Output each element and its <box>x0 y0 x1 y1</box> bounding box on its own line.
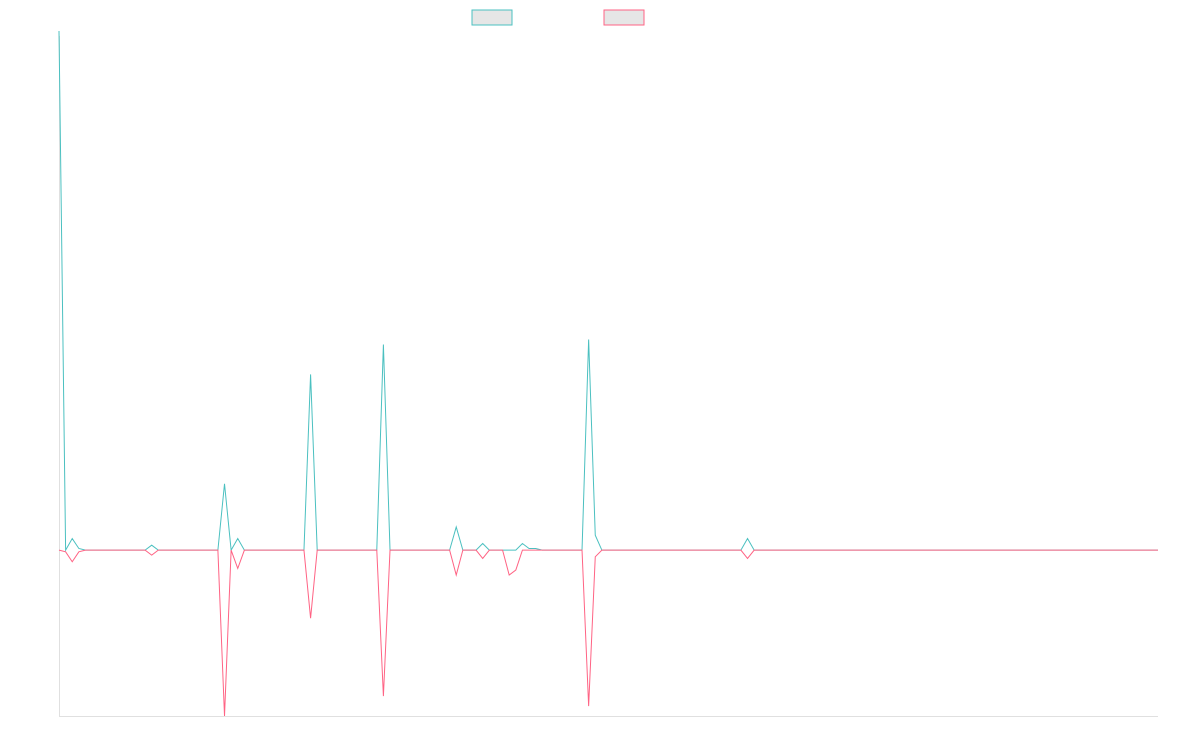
legend-swatch-series-1[interactable] <box>471 9 513 26</box>
legend-swatch-series-2[interactable] <box>603 9 645 26</box>
series-layer <box>58 31 1158 717</box>
chart-legend <box>471 9 645 26</box>
series-line-1 <box>58 31 1158 552</box>
series-line-2 <box>58 549 1158 717</box>
chart-axes <box>59 36 1158 717</box>
